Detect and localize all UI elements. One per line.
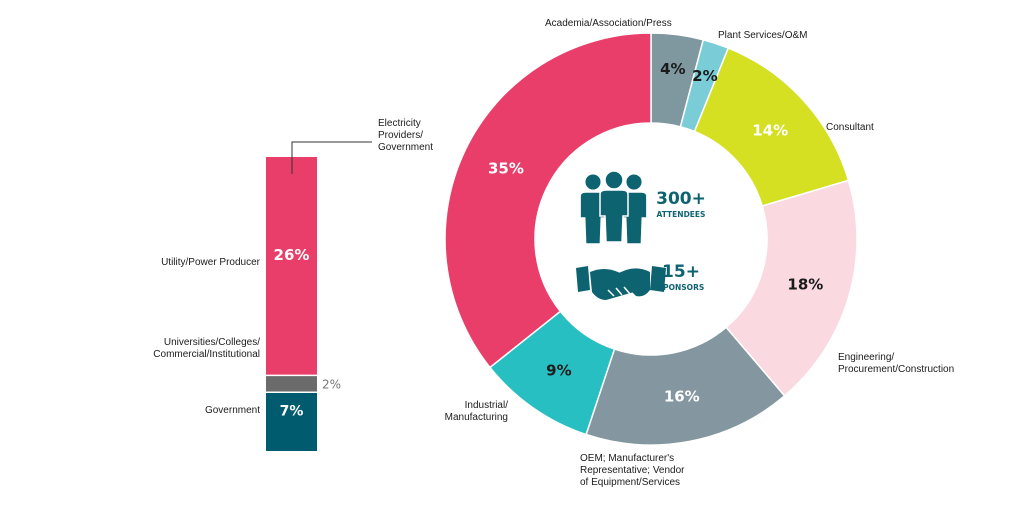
handshake-cuff-left: [576, 266, 590, 292]
callout-label-line: Electricity: [378, 118, 421, 129]
bar-segment-2: [266, 157, 317, 376]
bar-segment-0: [266, 392, 317, 451]
donut-slice-name-label-line: Procurement/Construction: [838, 364, 955, 375]
donut-value-label: 2%: [692, 67, 717, 85]
callout-label-line: Government: [378, 142, 434, 153]
donut-slice-name-label-line: Academia/Association/Press: [545, 18, 672, 29]
bar-value-label: 26%: [274, 246, 310, 264]
donut-slice-name-label-line: Industrial/: [464, 400, 508, 411]
donut-slice-name-label: Academia/Association/Press: [545, 18, 672, 30]
bar-category-label: Utility/Power Producer: [0, 257, 260, 269]
bar-category-label: Government: [0, 405, 260, 417]
donut-slice-name-label-line: Plant Services/O&M: [718, 30, 808, 41]
sponsors-label: SPONSORS: [658, 283, 705, 292]
donut-slice-name-label-line: Manufacturing: [444, 412, 508, 423]
callout-leader-line: [291, 141, 372, 174]
attendees-value: 300+: [656, 189, 706, 209]
bar-category-label: Universities/Colleges/Commercial/Institu…: [0, 337, 260, 361]
person-head: [583, 172, 603, 192]
handshake-hand-right: [604, 268, 650, 297]
person-body: [599, 189, 629, 243]
donut-value-label: 18%: [787, 275, 823, 293]
donut-value-label: 9%: [546, 362, 571, 380]
person-head: [624, 172, 644, 192]
donut-value-label: 14%: [752, 121, 788, 139]
callout-label: Electricity Providers/Government: [378, 118, 433, 154]
handshake-icon: [576, 266, 666, 300]
donut-slice-name-label: Plant Services/O&M: [718, 30, 807, 42]
donut-slice-3: [725, 179, 858, 397]
donut-value-label: 4%: [660, 60, 685, 78]
people-icon: [579, 170, 648, 245]
donut-slice-name-label-line: Consultant: [826, 122, 874, 133]
donut-slice-name-label: Engineering/Procurement/Construction: [838, 352, 954, 376]
handshake-cuff-right: [650, 266, 666, 292]
donut-value-label: 35%: [488, 160, 524, 178]
donut-slice-6: [444, 32, 652, 369]
donut-slice-name-label-line: of Equipment/Services: [580, 477, 681, 488]
bar-category-label-line: Universities/Colleges/: [163, 337, 260, 348]
donut-slice-name-label-line: OEM; Manufacturer's: [580, 453, 675, 464]
donut-slice-name-label: Industrial/Manufacturing: [402, 400, 508, 424]
handshake-fingers: [607, 286, 631, 297]
bar-segment-1: [266, 375, 317, 393]
callout-label-line: Providers/: [378, 130, 424, 141]
bar-value-label: 2%: [322, 377, 341, 391]
donut-slice-name-label: OEM; Manufacturer's Representative; Vendo…: [580, 453, 685, 489]
bar-category-label-line: Commercial/Institutional: [153, 349, 260, 360]
bar-category-label-line: Utility/Power Producer: [161, 257, 260, 268]
sponsors-value: 15+: [662, 262, 700, 282]
donut-value-label: 16%: [664, 388, 700, 406]
person-head: [604, 170, 624, 190]
donut-slice-name-label-line: Representative; Vendor: [580, 465, 685, 476]
bar-category-label-line: Government: [204, 405, 260, 416]
donut-slice-name-label-line: Engineering/: [838, 352, 895, 363]
bar-value-label: 7%: [280, 404, 304, 420]
attendees-label: ATTENDEES: [657, 210, 706, 219]
donut-slice-name-label: Consultant: [826, 122, 874, 134]
